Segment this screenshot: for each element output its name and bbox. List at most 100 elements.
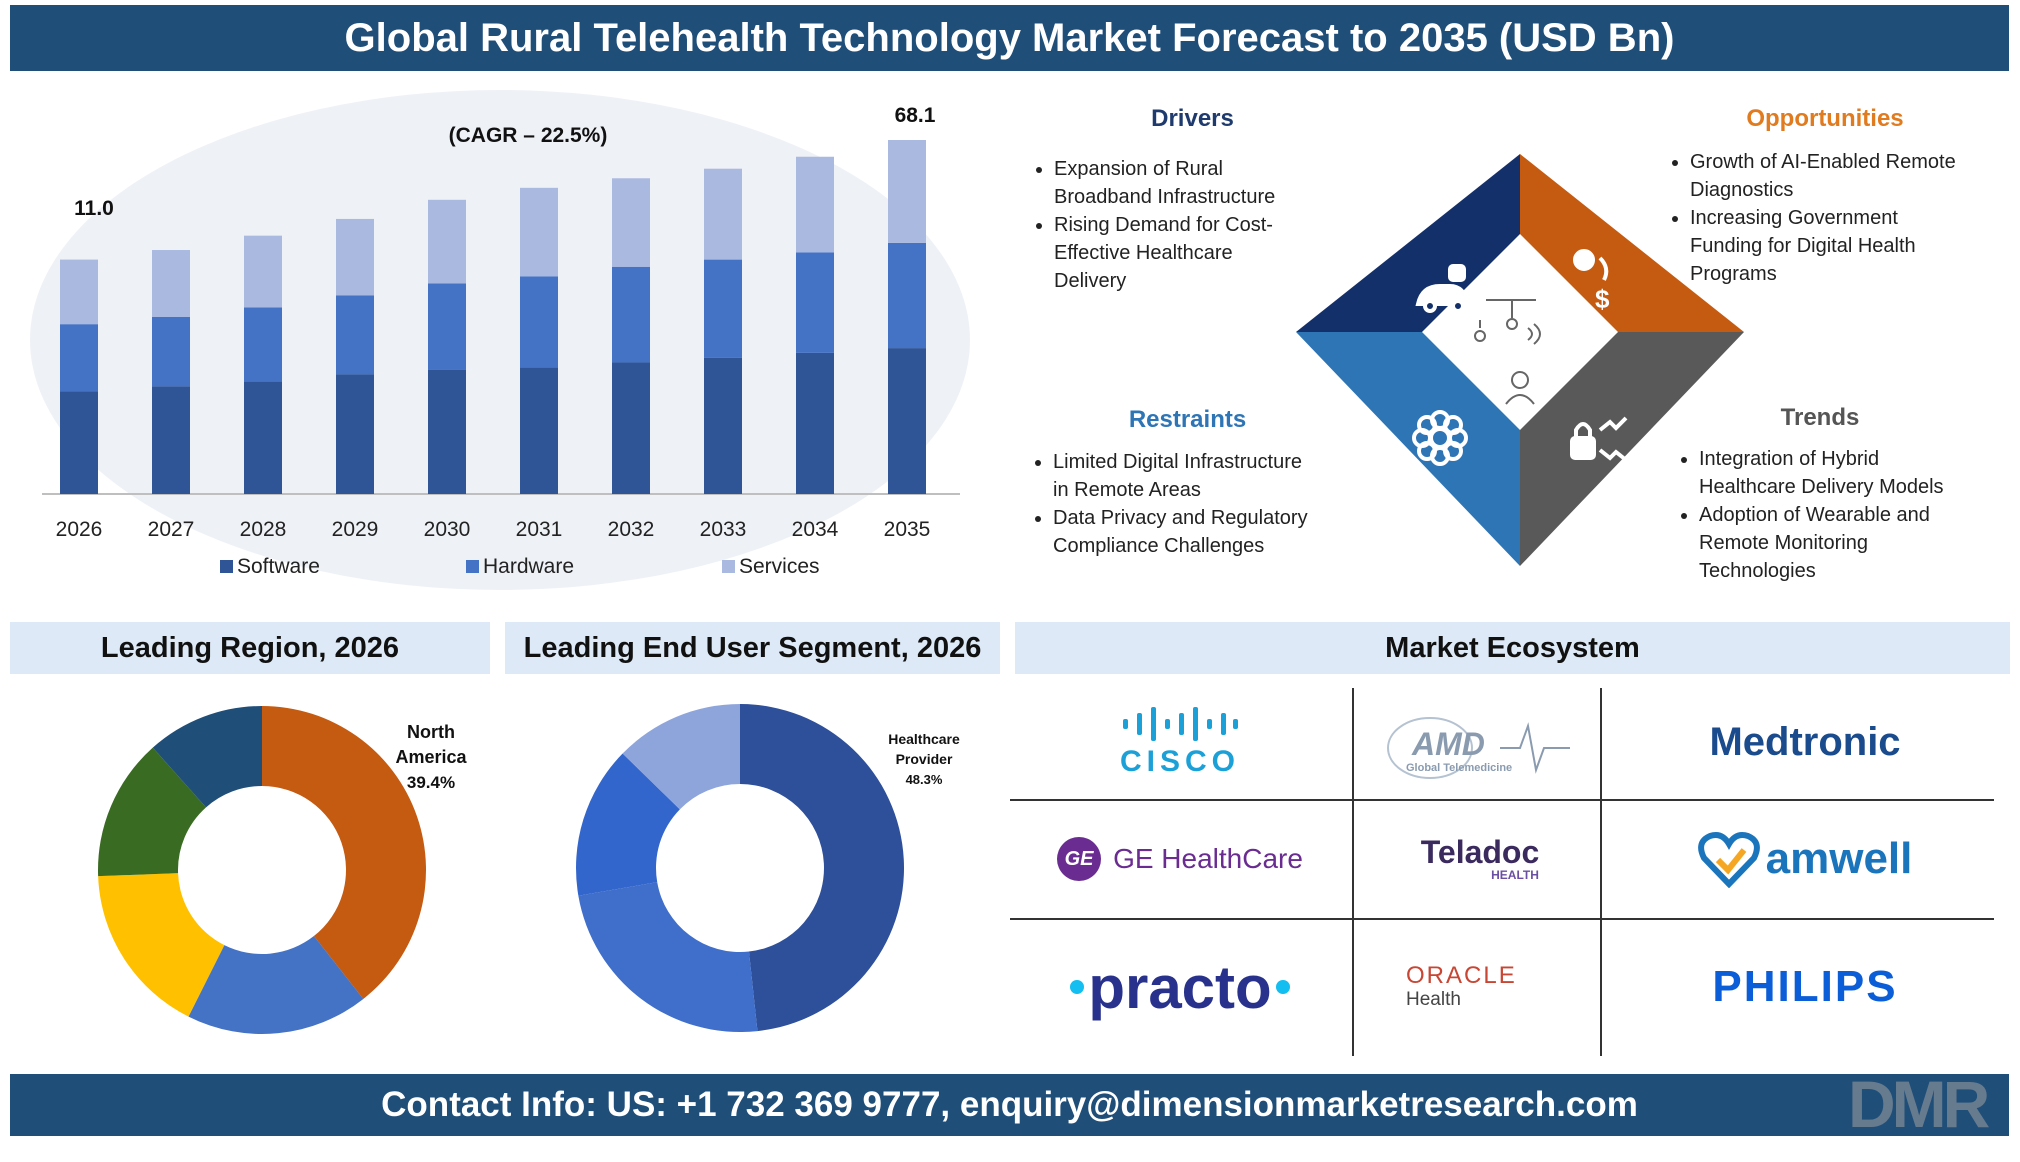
drivers-title: Drivers [1151,105,1234,132]
contact-info: Contact Info: US: +1 732 369 9777, enqui… [381,1085,1638,1124]
bar-hardware-2032 [612,266,650,363]
market-forecast-bar-chart: 2026 2027 2028 2029 2030 2031 2032 2033 2034 2035… [30,90,970,590]
bar-software-2027 [152,386,190,494]
bar-services-2029 [336,218,374,296]
legend-label-services: Services [739,555,820,578]
ecosystem-hline-2 [1010,918,1994,920]
cisco-wordmark: CISCO [1119,744,1240,778]
bar-services-2028 [244,235,282,308]
quadrant-restraints [1296,332,1520,566]
bar-software-2029 [336,374,374,494]
bar-software-2030 [428,369,466,494]
bar-software-2034 [796,352,834,494]
region-slice-5 [152,706,262,808]
legend-swatch-services [722,560,735,573]
opportunities-title: Opportunities [1746,105,1904,132]
bar-software-2033 [704,357,742,494]
bar-software-2032 [612,362,650,494]
oracle-subtext: Health [1406,989,1461,1010]
lamp-person-icon [1474,299,1541,405]
ge-monogram-icon: GE [1057,837,1102,881]
x-tick-2034: 2034 [792,518,839,541]
lock-chart-icon [1570,416,1628,462]
oracle-health-logo: ORACLE Health [1370,922,1590,1052]
amwell-heart-icon [1697,832,1760,888]
bar-services-2032 [612,178,650,267]
leading-end-user-header: Leading End User Segment, 2026 [505,622,1000,674]
robot-car-icon [1415,264,1471,313]
market-ecosystem-header: Market Ecosystem [1015,622,2010,674]
bar-software-2035 [888,348,926,494]
practo-wordmark: practo [1088,953,1272,1021]
cisco-logo: CISCO [1020,690,1340,795]
bar-software-2028 [244,381,282,494]
donut1-label-name-line1: North [407,722,455,742]
practo-dot-right-icon [1275,980,1290,994]
oracle-wordmark: ORACLE [1406,962,1517,989]
x-tick-2030: 2030 [424,518,471,541]
amd-subtext: Global Telemedicine [1406,762,1513,774]
data-label-2026: 11.0 [74,197,114,220]
quadrant-opportunities [1520,154,1744,332]
bar-hardware-2035 [888,242,926,349]
amwell-logo: amwell [1615,805,1995,913]
bar-hardware-2033 [704,259,742,358]
svg-text:$: $ [1595,284,1610,314]
money-cycle-icon: $ [1566,249,1610,314]
donut2-label-name-line2: Provider [896,751,953,767]
leading-region-header: Leading Region, 2026 [10,622,490,674]
title-banner: Global Rural Telehealth Technology Marke… [10,5,2009,71]
teladoc-subtext: HEALTH [1491,868,1539,882]
bar-hardware-2031 [520,276,558,368]
bar-services-2026 [60,259,98,325]
bar-services-2030 [428,199,466,284]
bar-services-2031 [520,187,558,277]
donut2-label-percent: 48.3% [906,772,943,787]
practo-logo: practo [1020,922,1340,1052]
bar-services-2034 [796,156,834,253]
donut1-label-name-line2: America [395,747,467,767]
philips-wordmark: PHILIPS [1712,962,1898,1011]
page-title: Global Rural Telehealth Technology Marke… [344,16,1675,60]
legend-label-hardware: Hardware [483,555,574,578]
donut1-label-percent: 39.4% [407,773,455,792]
donut2-label-name-line1: Healthcare [888,731,960,747]
amwell-wordmark: amwell [1765,834,1913,883]
leading-end-user-donut-chart: Healthcare Provider 48.3% [576,704,960,1032]
end-user-slice-4 [622,704,740,810]
ge-wordmark: GE HealthCare [1113,843,1303,874]
bar-services-2027 [152,250,190,317]
restraints-title: Restraints [1128,406,1247,433]
region-slice-1 [262,706,426,999]
bar-hardware-2029 [336,295,374,375]
dmr-watermark-logo: DMR [1848,1067,1990,1141]
region-slice-3 [98,873,225,1017]
bar-services-2035 [888,140,926,243]
ge-healthcare-logo: GE GE HealthCare [1020,805,1340,913]
x-tick-2032: 2032 [608,518,655,541]
trends-title: Trends [1780,404,1860,431]
bar-software-2031 [520,367,558,494]
cisco-bars-icon [1123,706,1238,741]
x-tick-2031: 2031 [516,518,563,541]
leading-region-donut-chart: North America 39.4% [98,706,468,1034]
bar-services-2033 [704,168,742,260]
region-slice-4 [98,747,207,877]
ecosystem-vline-1 [1352,688,1354,1056]
x-tick-2029: 2029 [332,518,379,541]
quadrant-drivers [1296,154,1520,332]
drivers-item-2: Rising Demand for Cost-Effective Healthc… [1054,211,1354,295]
legend: Software Hardware Services [220,555,820,578]
practo-dot-left-icon [1070,980,1085,994]
amd-heartbeat-icon [1387,716,1570,779]
region-slice-2 [188,936,364,1034]
legend-swatch-software [220,560,233,573]
